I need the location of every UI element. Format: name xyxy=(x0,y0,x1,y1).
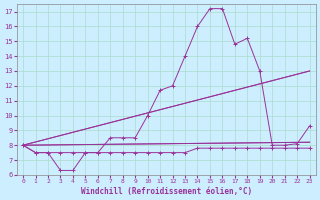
X-axis label: Windchill (Refroidissement éolien,°C): Windchill (Refroidissement éolien,°C) xyxy=(81,187,252,196)
